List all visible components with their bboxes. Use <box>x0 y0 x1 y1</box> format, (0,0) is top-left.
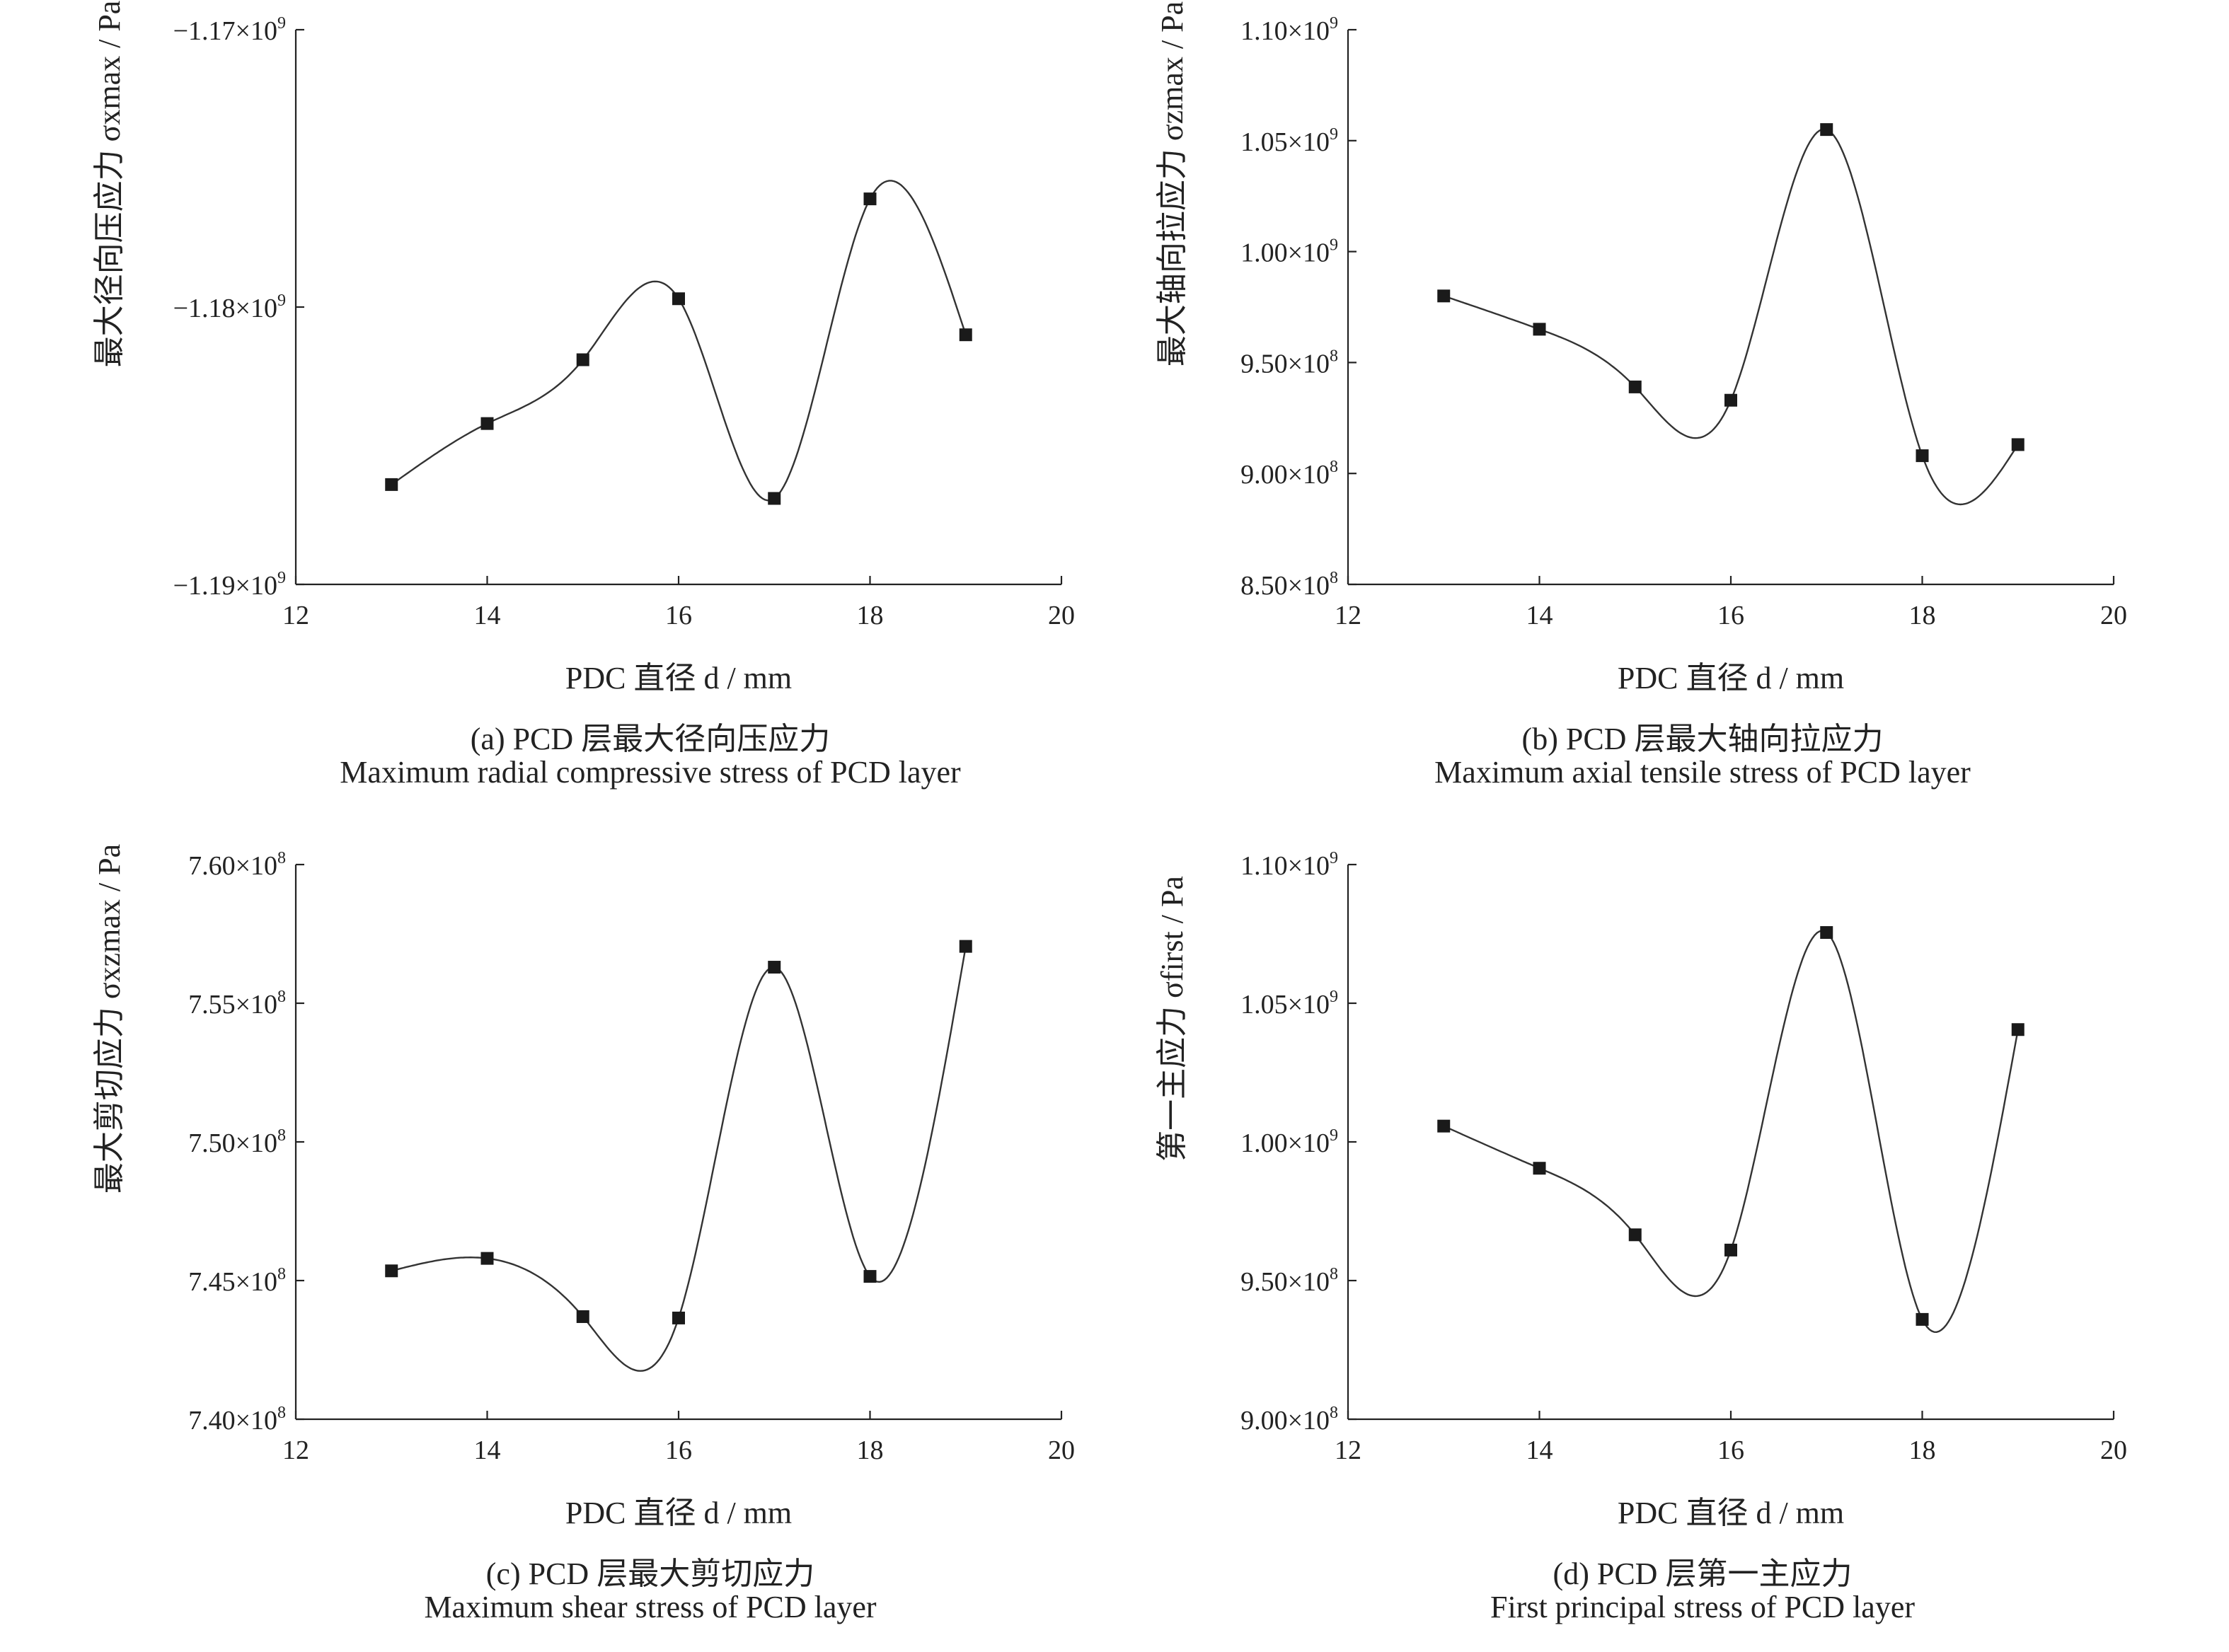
data-point-marker <box>1724 393 1737 407</box>
x-tick-label: 20 <box>1048 1436 1075 1465</box>
x-tick-label: 20 <box>2100 1436 2127 1465</box>
x-tick-label: 16 <box>665 1436 692 1465</box>
chart-panel-d: 12 14 16 18 20 9.00×108 9.50×108 1.00×109 1.05×1… <box>1114 835 2229 1652</box>
data-point-marker <box>1820 926 1833 940</box>
x-tick-label: 18 <box>857 1436 884 1465</box>
data-point-marker <box>768 961 781 974</box>
x-tick-label: 20 <box>2100 601 2127 630</box>
x-tick-label: 12 <box>282 1436 309 1465</box>
y-axis-label: 最大轴向拉应力 σzmax / Pa <box>1155 1 1190 367</box>
data-point-marker <box>1916 1312 1929 1326</box>
y-tick-label: 7.50×108 <box>188 1126 286 1158</box>
chart-panel-b: 12 14 16 18 20 8.50×108 9.00×108 9.50×108 1.00×1… <box>1114 0 2229 817</box>
y-tick-label: 9.00×108 <box>1240 1404 1338 1436</box>
data-point-marker <box>672 1311 685 1324</box>
y-axis-label: 第一主应力 σfirst / Pa <box>1155 876 1190 1162</box>
caption-en: Maximum axial tensile stress of PCD laye… <box>1434 755 1971 790</box>
data-point-marker <box>2011 1023 2024 1036</box>
y-tick-label: 7.60×108 <box>188 849 286 881</box>
data-point-marker <box>480 417 494 430</box>
chart-svg-c: 12 14 16 18 20 7.40×108 7.45×108 7.50×108 7.55×1… <box>188 849 1075 1465</box>
data-point-marker <box>863 192 877 206</box>
y-tick-label: 1.00×109 <box>1240 1126 1338 1158</box>
series-line <box>1443 128 2019 506</box>
y-tick-label: 1.00×109 <box>1240 236 1338 268</box>
data-point-marker <box>576 353 589 366</box>
data-point-marker <box>672 292 685 306</box>
chart-panel-c: 12 14 16 18 20 7.40×108 7.45×108 7.50×108 7.55×1… <box>0 835 1114 1652</box>
x-tick-label: 18 <box>857 601 884 630</box>
y-tick-label: 7.40×108 <box>188 1404 286 1436</box>
x-tick-label: 18 <box>1909 1436 1936 1465</box>
data-point-marker <box>1533 323 1546 336</box>
data-point-marker <box>385 1264 398 1278</box>
series-line <box>1443 930 2019 1334</box>
y-tick-label: 9.50×108 <box>1240 1265 1338 1297</box>
y-tick-label: 1.05×109 <box>1240 125 1338 157</box>
data-point-marker <box>768 492 781 505</box>
data-point-marker <box>1628 1228 1642 1242</box>
y-tick-label: −1.18×109 <box>173 291 286 323</box>
data-point-marker <box>1724 1243 1737 1257</box>
data-point-marker <box>1916 449 1929 463</box>
data-point-marker <box>1437 1119 1451 1133</box>
x-axis-label: PDC 直径 d / mm <box>1617 661 1845 695</box>
x-axis-label: PDC 直径 d / mm <box>1617 1496 1845 1530</box>
y-tick-label: 7.45×108 <box>188 1265 286 1297</box>
caption-cn: (c) PCD 层最大剪切应力 <box>485 1556 815 1591</box>
x-tick-label: 14 <box>474 601 501 630</box>
y-tick-label: 1.10×109 <box>1240 849 1338 881</box>
data-point-marker <box>863 1270 877 1283</box>
data-point-marker <box>576 1310 589 1323</box>
y-tick-label: −1.19×109 <box>173 569 286 601</box>
data-point-marker <box>959 328 972 342</box>
data-point-marker <box>1628 380 1642 393</box>
y-tick-label: 1.05×109 <box>1240 988 1338 1019</box>
x-tick-label: 18 <box>1909 601 1936 630</box>
x-tick-label: 14 <box>1526 1436 1553 1465</box>
x-tick-label: 12 <box>282 601 309 630</box>
caption-en: Maximum radial compressive stress of PCD… <box>340 755 961 790</box>
data-point-marker <box>959 940 972 953</box>
y-tick-label: 9.50×108 <box>1240 347 1338 379</box>
chart-panel-a: 12 14 16 18 20 −1.19×109 −1.18×109 −1.17×109 PDC… <box>0 0 1114 817</box>
caption-cn: (a) PCD 层最大径向压应力 <box>470 722 831 756</box>
x-tick-label: 16 <box>665 601 692 630</box>
y-axis-label: 最大径向压应力 σxmax / Pa <box>92 0 127 368</box>
series-line <box>391 180 967 502</box>
y-tick-label: 9.00×108 <box>1240 458 1338 490</box>
x-tick-label: 12 <box>1335 601 1361 630</box>
data-point-marker <box>385 478 398 491</box>
x-tick-label: 12 <box>1335 1436 1361 1465</box>
data-point-marker <box>1820 123 1833 137</box>
data-point-marker <box>2011 438 2024 451</box>
caption-cn: (b) PCD 层最大轴向拉应力 <box>1521 722 1884 756</box>
caption-en: First principal stress of PCD layer <box>1490 1590 1916 1624</box>
y-axis-label: 最大剪切应力 σxzmax / Pa <box>92 843 127 1194</box>
series-line <box>391 946 967 1372</box>
data-point-marker <box>1437 289 1451 303</box>
x-axis-label: PDC 直径 d / mm <box>565 661 793 695</box>
chart-svg-b: 12 14 16 18 20 8.50×108 9.00×108 9.50×108 1.00×1… <box>1240 14 2127 630</box>
x-tick-label: 14 <box>1526 601 1553 630</box>
y-tick-label: 8.50×108 <box>1240 569 1338 601</box>
caption-cn: (d) PCD 层第一主应力 <box>1553 1556 1853 1591</box>
y-tick-label: 7.55×108 <box>188 988 286 1019</box>
chart-svg-a: 12 14 16 18 20 −1.19×109 −1.18×109 −1.17×109 <box>173 14 1075 630</box>
x-axis-label: PDC 直径 d / mm <box>565 1496 793 1530</box>
x-tick-label: 16 <box>1717 1436 1744 1465</box>
caption-en: Maximum shear stress of PCD layer <box>424 1590 877 1624</box>
x-tick-label: 20 <box>1048 601 1075 630</box>
x-tick-label: 16 <box>1717 601 1744 630</box>
x-tick-label: 14 <box>474 1436 501 1465</box>
chart-svg-d: 12 14 16 18 20 9.00×108 9.50×108 1.00×109 1.05×1… <box>1240 849 2127 1465</box>
y-tick-label: −1.17×109 <box>173 14 286 46</box>
data-point-marker <box>1533 1162 1546 1175</box>
data-point-marker <box>480 1252 494 1265</box>
y-tick-label: 1.10×109 <box>1240 14 1338 46</box>
